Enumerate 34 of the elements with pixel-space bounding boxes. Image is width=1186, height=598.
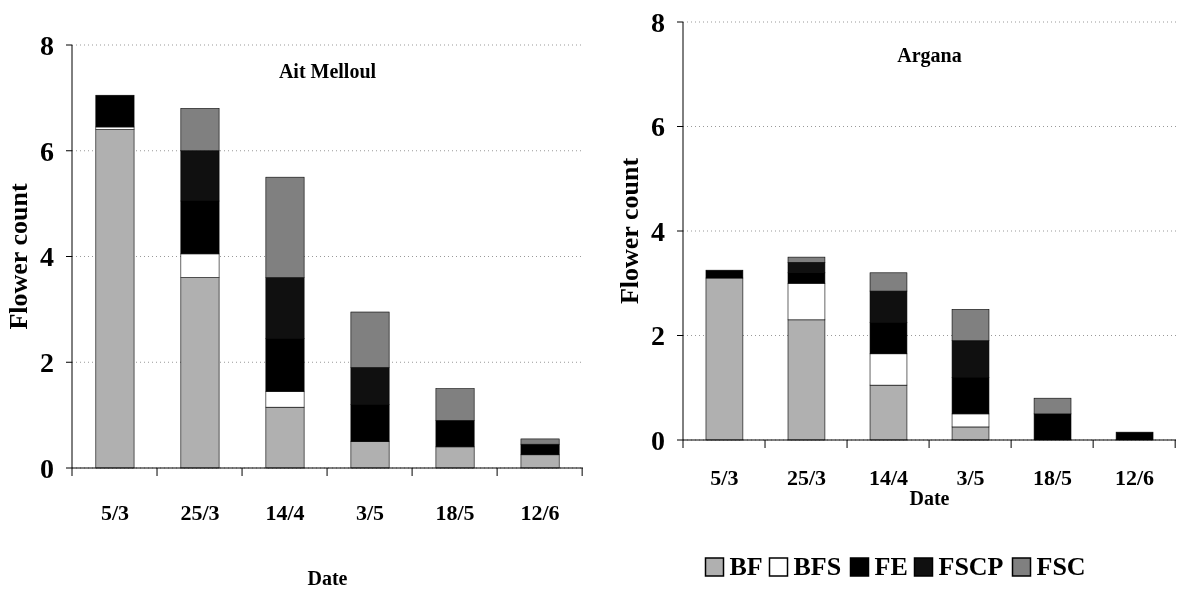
x-tick-label: 25/3	[180, 500, 220, 525]
x-tick-label: 3/5	[355, 500, 385, 525]
x-tick-label: 12/6	[520, 500, 560, 525]
x-tick-label: 5/3	[100, 500, 129, 525]
legend-label: BFS	[793, 552, 842, 581]
y-tick-label: 6	[40, 135, 54, 167]
x-tick-label: 14/4	[868, 465, 909, 490]
y-tick-label: 6	[651, 111, 665, 143]
bar	[95, 94, 135, 128]
text: Ait Melloul	[278, 60, 377, 82]
y-tick-label: 4	[651, 215, 665, 247]
x-tick-label: 18/5	[1032, 465, 1073, 490]
y-tick-label: 4	[40, 241, 54, 273]
x-tick-label: 14/4	[265, 500, 305, 525]
legend-label: FE	[874, 552, 908, 581]
y-tick-label: 0	[651, 424, 665, 456]
y-axis-title: Flower count	[615, 157, 644, 305]
legend-label: BF	[729, 552, 763, 581]
x-tick-label: 3/5	[956, 465, 985, 490]
x-tick-label: 18/5	[435, 500, 475, 525]
y-tick-label: 0	[40, 452, 54, 484]
y-tick-label: 2	[651, 320, 665, 352]
legend-label: FSC	[1036, 552, 1086, 581]
x-tick-label: 5/3	[710, 465, 739, 490]
legend-label: FSCP	[938, 552, 1004, 581]
y-axis-title: Flower count	[4, 183, 33, 330]
y-tick-label: 8	[651, 6, 665, 38]
y-tick-label: 2	[40, 347, 54, 379]
x-tick-label: 25/3	[786, 465, 827, 490]
text: Argana	[897, 44, 962, 67]
x-axis-title: Date	[909, 487, 950, 509]
x-tick-label: 12/6	[1115, 465, 1155, 490]
x-axis-title: Date	[307, 567, 348, 589]
y-tick-label: 8	[40, 29, 54, 61]
